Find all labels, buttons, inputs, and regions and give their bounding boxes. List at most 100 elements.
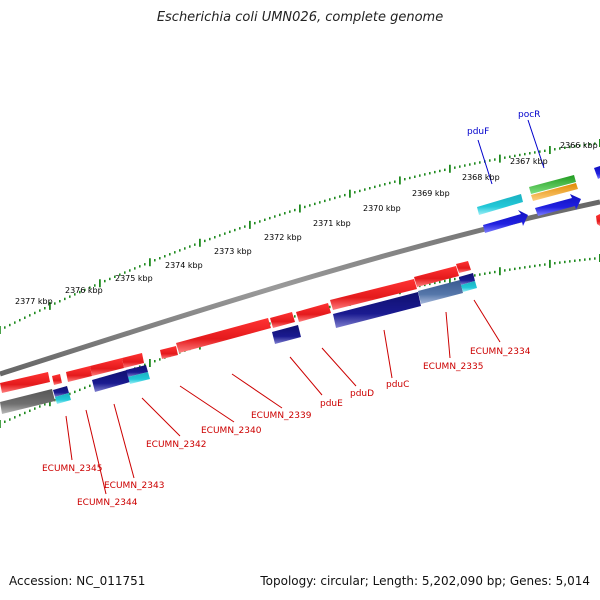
- scale-tick: [269, 322, 271, 325]
- scale-tick: [554, 148, 556, 151]
- scale-tick: [584, 143, 586, 147]
- gene-navy: [272, 325, 301, 344]
- scale-tick: [594, 142, 596, 145]
- scale-tick: [104, 279, 106, 283]
- scale-tick: [454, 277, 456, 281]
- gene-red: [66, 366, 92, 382]
- scale-tick: [489, 271, 491, 275]
- scale-tick: [589, 143, 591, 146]
- scale-tick: [464, 164, 466, 167]
- scale-tick: [524, 152, 526, 156]
- scale-tick: [539, 150, 541, 153]
- scale-tick: [34, 311, 36, 315]
- scale-tick: [594, 257, 596, 260]
- scale-tick: [44, 403, 46, 406]
- scale-tick: [149, 258, 151, 267]
- scale-tick: [589, 257, 591, 261]
- tick-label: 2375 kbp: [115, 274, 153, 283]
- scale-tick: [529, 152, 531, 155]
- scale-tick: [309, 204, 311, 207]
- scale-tick: [539, 264, 541, 267]
- scale-tick: [29, 314, 31, 317]
- scale-tick: [474, 274, 476, 277]
- gene-label: ECUMN_2342: [146, 440, 206, 450]
- scale-tick: [194, 243, 196, 246]
- gene-red: [270, 312, 295, 328]
- scale-tick: [264, 218, 266, 221]
- scale-tick: [499, 154, 501, 163]
- scale-tick: [249, 220, 251, 229]
- gene-red: [160, 346, 178, 359]
- scale-tick: [434, 281, 436, 285]
- scale-tick: [329, 198, 331, 201]
- tick-label: 2374 kbp: [165, 261, 203, 270]
- scale-tick: [409, 176, 411, 180]
- scale-tick: [274, 215, 276, 218]
- scale-tick: [39, 405, 41, 408]
- scale-tick: [429, 172, 431, 175]
- scale-tick: [19, 318, 21, 322]
- topology-text: Topology: circular; Length: 5,202,090 bp…: [260, 574, 590, 588]
- scale-tick: [514, 267, 516, 271]
- plus-strand-genes: [0, 261, 471, 393]
- scale-tick: [349, 189, 351, 198]
- gene-pduF-cyan: [477, 194, 523, 215]
- tick-label: 2367 kbp: [510, 157, 548, 166]
- scale-tick: [4, 326, 6, 329]
- scale-tick: [459, 165, 461, 168]
- scale-tick: [294, 315, 296, 318]
- scale-tick: [339, 195, 341, 198]
- gene-label: ECUMN_2345: [42, 464, 102, 474]
- scale-tick: [429, 282, 431, 286]
- scale-tick: [569, 145, 571, 149]
- scale-tick: [139, 265, 141, 268]
- scale-tick: [564, 260, 566, 264]
- scale-tick: [59, 300, 61, 303]
- scale-tick: [14, 416, 16, 419]
- scale-tick: [234, 228, 236, 232]
- gene-navy: [126, 365, 148, 377]
- scale-tick: [254, 221, 256, 225]
- scale-tick: [99, 279, 101, 288]
- scale-tick: [24, 411, 26, 415]
- scale-tick: [514, 154, 516, 158]
- scale-tick: [554, 262, 556, 265]
- gene-blue-top: [483, 210, 528, 233]
- tick-label: 2371 kbp: [313, 219, 351, 228]
- gene-red-edge: [596, 214, 600, 226]
- scale-tick: [469, 163, 471, 166]
- gene-navy: [92, 370, 130, 392]
- scale-tick: [154, 259, 156, 262]
- scale-tick: [144, 363, 146, 367]
- gene-label: ECUMN_2335: [423, 362, 483, 372]
- scale-tick: [169, 253, 171, 256]
- scale-tick: [294, 208, 296, 212]
- scale-tick: [229, 230, 231, 234]
- scale-tick: [29, 409, 31, 412]
- tick-label: 2369 kbp: [412, 189, 450, 198]
- scale-tick: [404, 178, 406, 181]
- scale-tick: [109, 277, 111, 281]
- scale-tick: [314, 202, 316, 206]
- scale-tick: [49, 301, 51, 310]
- scale-tick: [439, 169, 441, 173]
- scale-tick: [569, 260, 571, 263]
- scale-tick: [244, 225, 246, 228]
- scale-tick: [279, 213, 281, 217]
- scale-tick: [484, 272, 486, 275]
- scale-tick: [144, 263, 146, 266]
- gene-navy: [459, 273, 475, 285]
- scale-tick: [89, 286, 91, 289]
- scale-tick: [394, 180, 396, 183]
- tick-label: 2370 kbp: [363, 204, 401, 213]
- gene-red-large: [330, 279, 417, 310]
- callout-lines-blue: [477, 119, 545, 185]
- scale-tick: [549, 146, 551, 155]
- gene-label: pduC: [386, 380, 409, 390]
- scale-tick: [214, 236, 216, 239]
- scale-tick: [444, 279, 446, 283]
- gene-blue-edge: [594, 166, 600, 179]
- scale-tick: [359, 189, 361, 193]
- scale-tick: [384, 183, 386, 186]
- scale-tick: [284, 212, 286, 215]
